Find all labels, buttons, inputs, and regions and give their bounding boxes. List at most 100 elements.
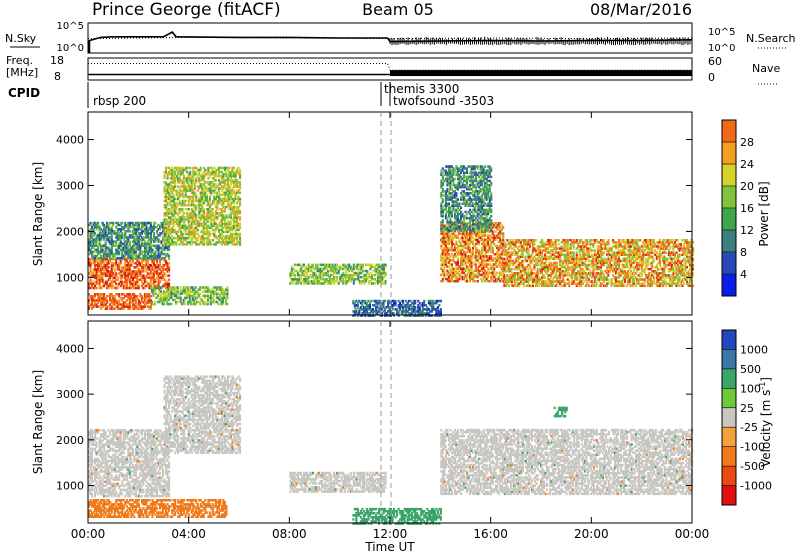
power-cell bbox=[228, 216, 231, 219]
power-cell bbox=[239, 226, 242, 230]
power-cell bbox=[502, 279, 505, 283]
power-cell bbox=[145, 297, 148, 300]
power-cell bbox=[210, 224, 213, 227]
power-cell bbox=[169, 172, 172, 176]
power-cell bbox=[518, 265, 521, 269]
power-cell bbox=[449, 255, 452, 258]
power-cell bbox=[530, 278, 533, 281]
power-cell bbox=[134, 234, 137, 237]
power-cell bbox=[171, 179, 174, 182]
power-cell bbox=[187, 232, 190, 236]
power-cell bbox=[162, 256, 165, 260]
power-cell bbox=[533, 247, 536, 250]
power-cell bbox=[92, 295, 95, 298]
power-cell bbox=[496, 234, 499, 237]
power-cell bbox=[467, 240, 470, 244]
power-cell bbox=[109, 272, 112, 275]
power-cell bbox=[168, 234, 171, 238]
power-cell bbox=[92, 221, 95, 225]
power-cell bbox=[456, 234, 459, 237]
power-cell bbox=[228, 187, 231, 190]
power-cell bbox=[140, 276, 143, 279]
power-cell bbox=[119, 280, 122, 284]
power-cell bbox=[390, 306, 393, 309]
power-cell bbox=[237, 195, 240, 199]
power-cell bbox=[89, 248, 92, 252]
power-cell bbox=[137, 303, 140, 306]
power-cell bbox=[406, 314, 409, 317]
power-cell bbox=[107, 270, 110, 273]
power-cell bbox=[307, 267, 310, 271]
power-cell bbox=[452, 248, 455, 252]
power-cell bbox=[204, 218, 207, 221]
power-cell bbox=[124, 248, 127, 252]
power-cell bbox=[423, 308, 426, 311]
power-cell bbox=[222, 241, 225, 244]
power-cell bbox=[208, 241, 211, 244]
power-cell bbox=[535, 253, 538, 256]
power-cell bbox=[539, 282, 542, 285]
power-cell bbox=[510, 278, 513, 281]
power-cell bbox=[104, 242, 107, 245]
power-cell bbox=[95, 236, 98, 239]
power-cell bbox=[142, 259, 145, 263]
power-cell bbox=[94, 276, 97, 279]
power-cell bbox=[305, 271, 308, 275]
power-cell bbox=[225, 214, 228, 217]
power-cell bbox=[439, 310, 442, 313]
power-cell bbox=[134, 272, 137, 275]
power-cell bbox=[180, 232, 183, 236]
power-cell bbox=[205, 241, 208, 244]
power-cell bbox=[190, 300, 193, 304]
power-cell bbox=[161, 302, 164, 306]
power-cell bbox=[432, 301, 435, 305]
power-cell bbox=[128, 248, 131, 252]
power-cell bbox=[171, 241, 174, 244]
power-cell bbox=[452, 236, 455, 239]
power-cell bbox=[229, 239, 232, 242]
power-cell bbox=[103, 282, 106, 286]
power-cell bbox=[88, 223, 91, 227]
power-cell bbox=[482, 240, 485, 244]
power-cell bbox=[229, 172, 232, 176]
power-cell bbox=[415, 310, 418, 313]
power-cell bbox=[309, 273, 312, 277]
power-cell bbox=[89, 266, 92, 269]
power-cell bbox=[92, 246, 95, 250]
power-cell bbox=[195, 230, 198, 234]
power-cell bbox=[137, 236, 140, 239]
power-cell bbox=[500, 246, 503, 250]
power-cell bbox=[506, 263, 509, 267]
power-cell bbox=[145, 228, 148, 231]
power-cell bbox=[228, 170, 231, 174]
power-cell bbox=[361, 263, 364, 267]
power-cell bbox=[142, 282, 145, 286]
power-cell bbox=[145, 254, 148, 258]
power-cell bbox=[491, 232, 494, 235]
power-cell bbox=[165, 284, 168, 288]
power-cell bbox=[478, 269, 481, 272]
power-cell bbox=[145, 259, 148, 263]
power-cell bbox=[169, 218, 172, 221]
power-cell bbox=[484, 242, 487, 246]
power-cell bbox=[430, 310, 433, 313]
power-cell bbox=[184, 199, 187, 203]
power-cell bbox=[187, 218, 190, 221]
power-cell bbox=[101, 297, 104, 300]
power-cell bbox=[496, 271, 499, 275]
power-cell bbox=[166, 222, 169, 225]
power-cell bbox=[371, 314, 374, 317]
power-cell bbox=[89, 234, 92, 237]
power-cell bbox=[496, 253, 499, 256]
power-cell bbox=[319, 269, 322, 273]
power-cell bbox=[98, 276, 101, 279]
power-cell bbox=[487, 238, 490, 241]
power-cell bbox=[525, 241, 528, 244]
power-cell bbox=[128, 223, 131, 227]
power-cell bbox=[479, 236, 482, 239]
power-cell bbox=[239, 212, 242, 215]
power-cell bbox=[216, 174, 219, 178]
power-cell bbox=[528, 239, 531, 242]
power-cell bbox=[516, 257, 519, 261]
power-cell bbox=[172, 203, 175, 207]
